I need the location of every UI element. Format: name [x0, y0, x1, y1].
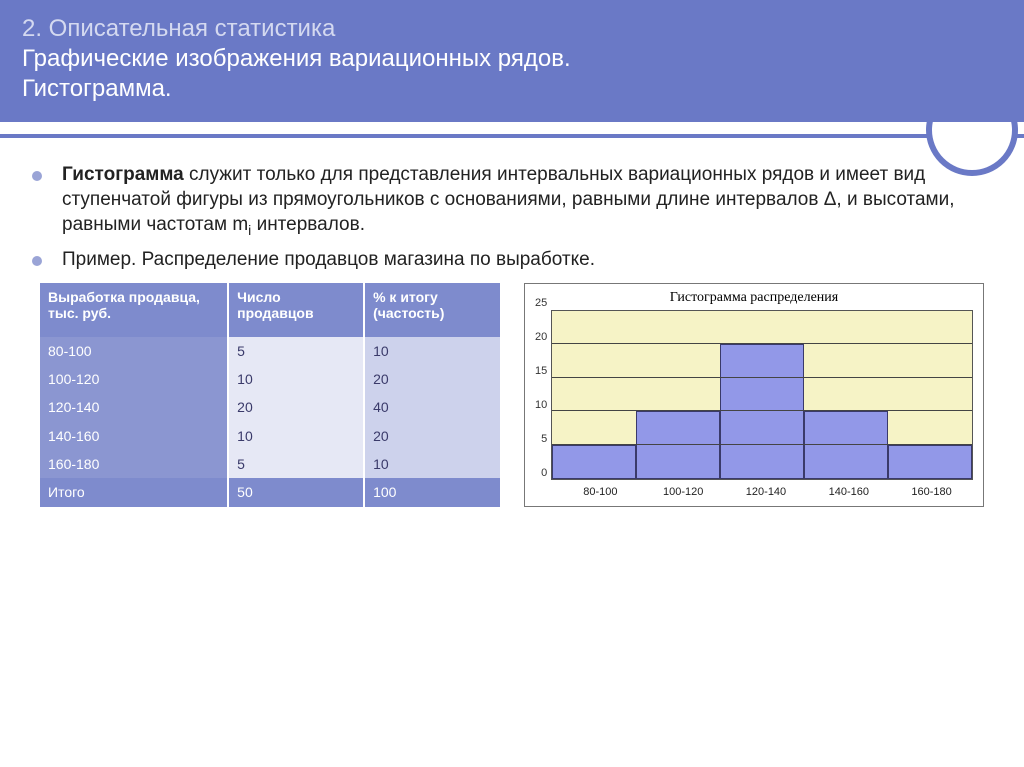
chart-title: Гистограмма распределения	[535, 290, 973, 306]
table-body: 80-100510 100-1201020 120-1402040 140-16…	[40, 337, 500, 507]
x-axis: 80-100100-120120-140140-160160-180	[559, 486, 973, 498]
data-table: Выработка продавца,тыс. руб. Числопродав…	[40, 283, 500, 507]
header-subtitle: 2. Описательная статистика	[22, 14, 1002, 44]
bullet-definition: Гистограмма служит только для представле…	[58, 162, 984, 239]
table-row: 160-180510	[40, 450, 500, 478]
y-axis: 0510152025	[535, 304, 551, 474]
bullet-list: Гистограмма служит только для представле…	[58, 162, 984, 273]
divider	[0, 122, 1024, 156]
table-row: 100-1201020	[40, 365, 500, 393]
table-row: 140-1601020	[40, 421, 500, 449]
th-pct: % к итогу(частость)	[364, 283, 500, 337]
th-range: Выработка продавца,тыс. руб.	[40, 283, 228, 337]
bars	[552, 311, 972, 479]
slide-header: 2. Описательная статистика Графические и…	[0, 0, 1024, 122]
bar	[552, 445, 636, 479]
bar	[636, 411, 720, 478]
table-row: 80-100510	[40, 337, 500, 365]
th-count: Числопродавцов	[228, 283, 364, 337]
header-title-2: Гистограмма.	[22, 74, 1002, 104]
histogram-chart: Гистограмма распределения 0510152025 80-…	[524, 283, 984, 507]
term: Гистограмма	[62, 164, 184, 185]
plot-area	[551, 310, 973, 480]
bar	[888, 445, 972, 479]
table-total-row: Итого50100	[40, 478, 500, 506]
bar	[804, 411, 888, 478]
header-title-1: Графические изображения вариационных ряд…	[22, 44, 1002, 74]
bullet-example: Пример. Распределение продавцов магазина…	[58, 247, 984, 272]
content: Гистограмма служит только для представле…	[0, 156, 1024, 507]
table-chart-row: Выработка продавца,тыс. руб. Числопродав…	[40, 283, 984, 507]
table-row: 120-1402040	[40, 393, 500, 421]
